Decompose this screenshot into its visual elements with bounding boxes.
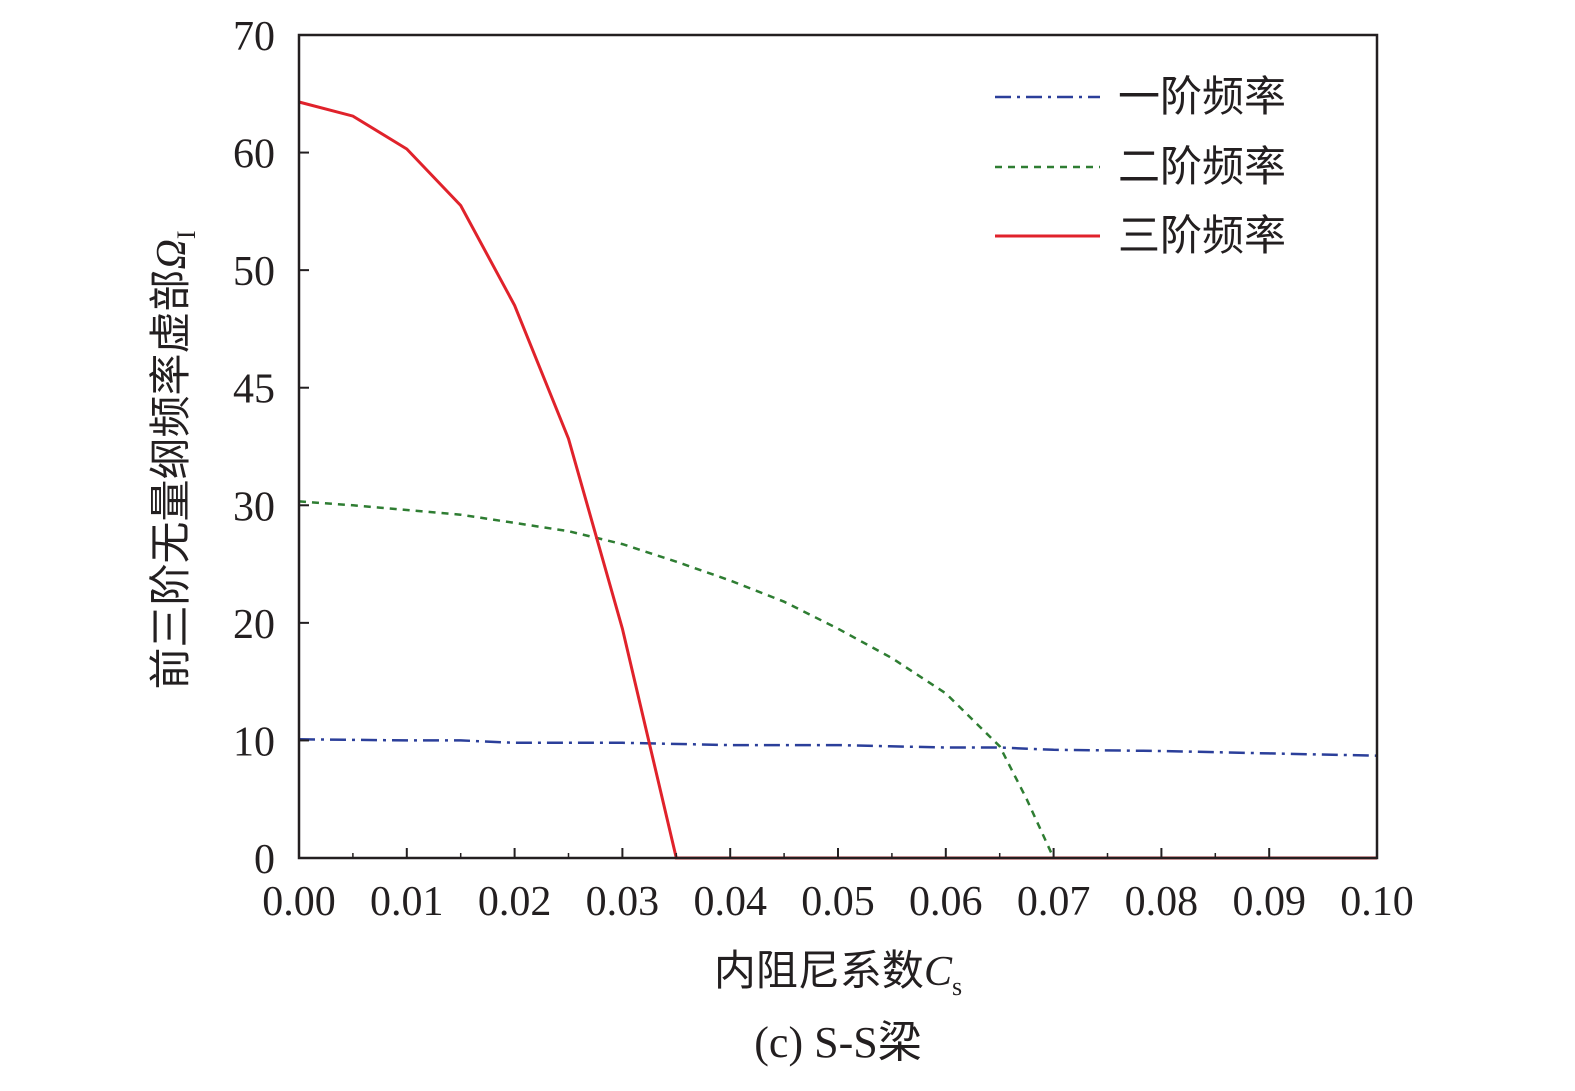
x-tick-label: 0.08	[1125, 879, 1199, 925]
x-axis-label-text: 内阻尼系数	[714, 946, 924, 995]
series-line-1	[298, 500, 1377, 860]
x-tick-label: 0.00	[262, 879, 336, 925]
x-tick-label: 0.10	[1340, 879, 1414, 925]
x-axis-label-subscript: s	[952, 972, 962, 1001]
y-tick-label: 45	[233, 367, 275, 413]
x-axis-label: 内阻尼系数Cs	[714, 946, 962, 1001]
legend: 一阶频率 二阶频率 三阶频率	[995, 72, 1286, 260]
x-tick-label: 0.07	[1017, 879, 1091, 925]
x-tick-label: 0.02	[478, 879, 552, 925]
y-tick-label: 20	[233, 602, 275, 648]
series-line-0	[298, 738, 1378, 757]
y-tick-label: 70	[233, 14, 275, 60]
y-axis-ticks: 0 10 20 30 45 50 60 70	[233, 14, 309, 883]
y-tick-label: 10	[233, 719, 275, 765]
x-tick-label: 0.04	[693, 879, 767, 925]
y-axis-label-subscript: I	[172, 230, 201, 239]
y-tick-label: 0	[254, 837, 275, 883]
legend-label-second-order: 二阶频率	[1118, 142, 1286, 191]
x-tick-label: 0.06	[909, 879, 983, 925]
legend-label-first-order: 一阶频率	[1118, 72, 1286, 121]
y-axis-label-symbol: Ω	[149, 239, 195, 269]
y-tick-label: 60	[233, 132, 275, 178]
y-tick-label: 30	[233, 484, 275, 530]
x-tick-label: 0.03	[586, 879, 660, 925]
x-tick-label: 0.01	[370, 879, 444, 925]
y-tick-label: 50	[233, 249, 275, 295]
legend-label-third-order: 三阶频率	[1118, 211, 1286, 260]
y-axis-label: 前三阶无量纲频率虚部ΩI	[146, 230, 201, 689]
y-axis-label-text: 前三阶无量纲频率虚部	[146, 270, 195, 690]
x-axis-ticks: 0.00 0.01 0.02 0.03 0.04 0.05 0.06 0.07 0.08 0.09…	[262, 848, 1414, 925]
x-tick-label: 0.09	[1232, 879, 1306, 925]
x-tick-label: 0.05	[801, 879, 875, 925]
chart-caption: (c) S-S梁	[754, 1018, 921, 1067]
x-axis-label-symbol: C	[924, 949, 953, 995]
